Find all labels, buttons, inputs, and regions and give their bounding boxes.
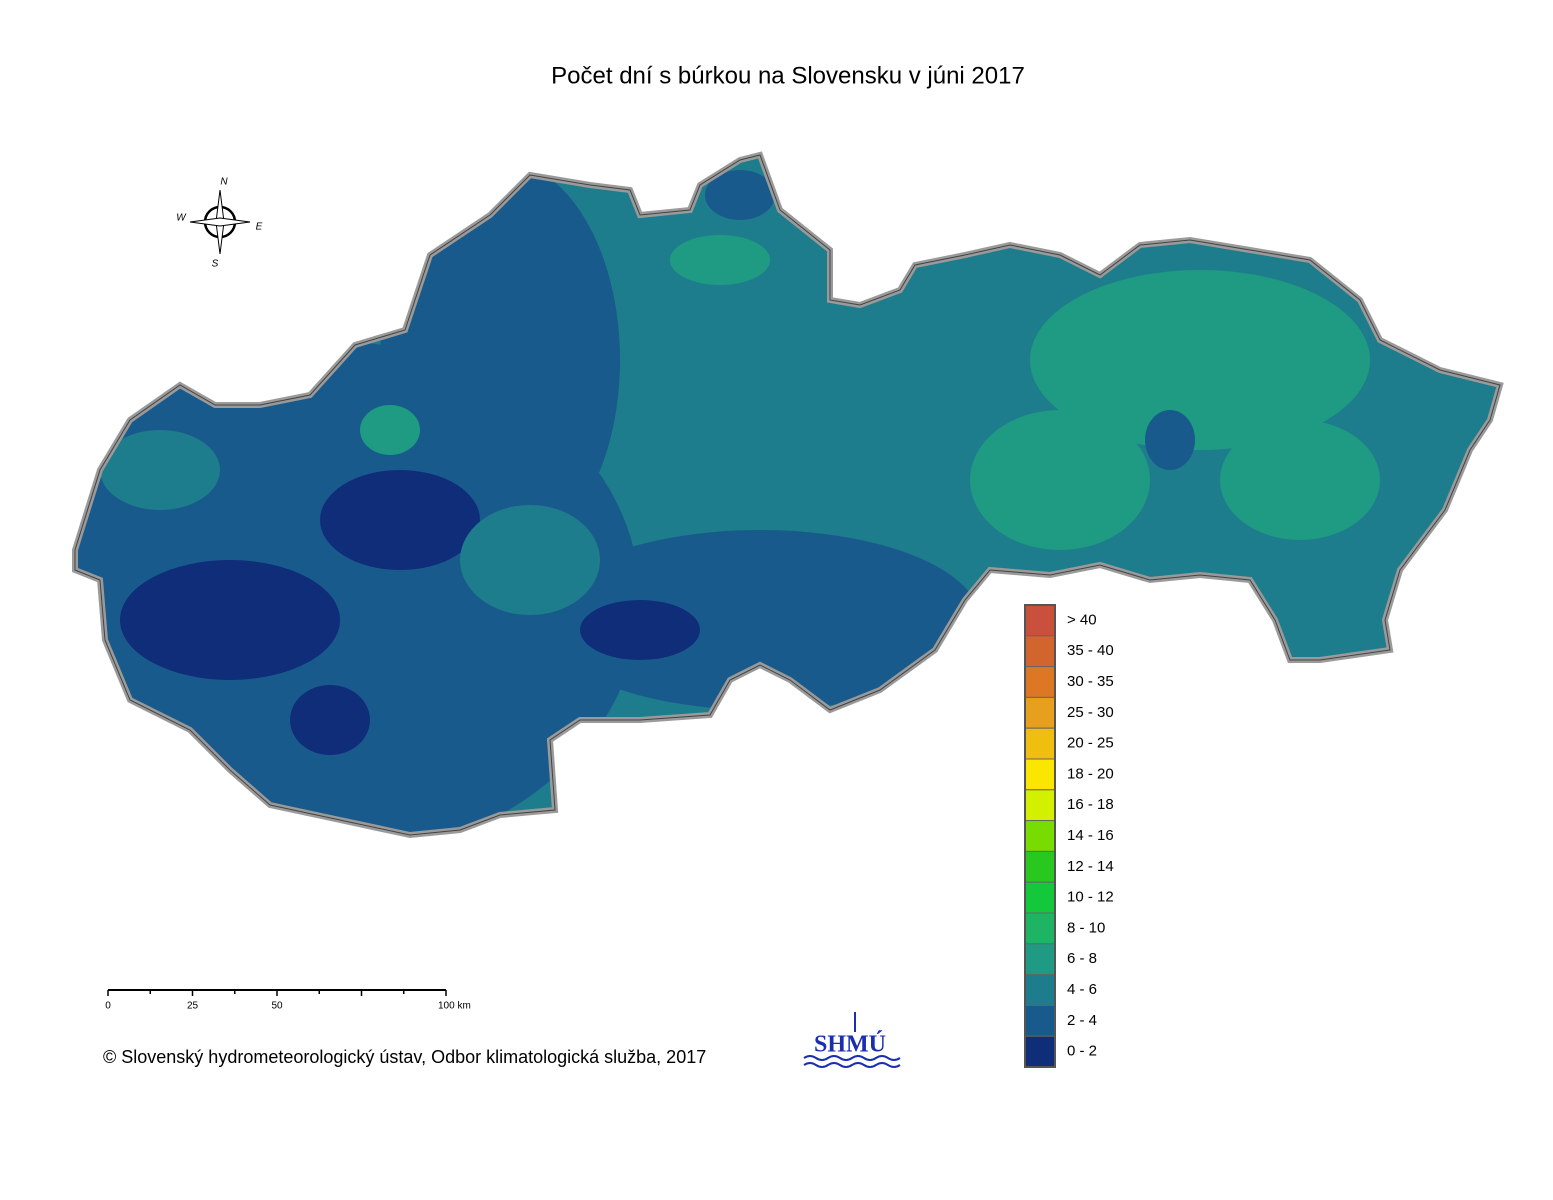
region-fill — [290, 685, 370, 755]
legend-label: 16 - 18 — [1067, 796, 1114, 813]
scale-bar: 0 25 50 100 km — [105, 989, 471, 1012]
legend-swatch — [1024, 912, 1056, 945]
legend-swatch — [1024, 1004, 1056, 1037]
region-fill — [360, 405, 420, 455]
legend-label: 12 - 14 — [1067, 858, 1114, 875]
legend-swatch — [1024, 1035, 1056, 1068]
legend: > 40 35 - 40 30 - 35 25 - 30 20 - 25 18 - 20 1… — [1024, 604, 1114, 1068]
region-fill — [1220, 420, 1380, 540]
region-fill — [970, 410, 1150, 550]
compass-s: S — [212, 259, 219, 270]
legend-label: 6 - 8 — [1067, 950, 1097, 967]
scale-label: 0 — [105, 1001, 111, 1012]
legend-label: 4 - 6 — [1067, 981, 1097, 998]
region-fill — [320, 470, 480, 570]
scale-label: 50 — [271, 1001, 283, 1012]
compass-e: E — [256, 222, 263, 233]
scale-label: 25 — [187, 1001, 199, 1012]
region-fill — [120, 560, 340, 680]
legend-label: 18 - 20 — [1067, 765, 1114, 782]
region-fill — [670, 235, 770, 285]
legend-label: 8 - 10 — [1067, 919, 1105, 936]
region-fill — [705, 170, 775, 220]
region-fill — [1030, 270, 1370, 450]
legend-frame — [1024, 604, 1056, 1068]
legend-swatch — [1024, 758, 1056, 791]
legend-swatch — [1024, 604, 1056, 637]
legend-label: 2 - 4 — [1067, 1012, 1097, 1029]
legend-label: 35 - 40 — [1067, 642, 1114, 659]
legend-label: 10 - 12 — [1067, 889, 1114, 906]
legend-swatch — [1024, 850, 1056, 883]
logo: SHMÚ — [803, 1012, 901, 1068]
compass-n: N — [220, 177, 228, 188]
legend-label: 20 - 25 — [1067, 735, 1114, 752]
compass-needle — [189, 217, 251, 227]
logo-text: SHMÚ — [814, 1032, 886, 1058]
region-fill — [460, 505, 600, 615]
region-fill — [540, 530, 980, 710]
legend-label: 0 - 2 — [1067, 1043, 1097, 1060]
compass: N W E S — [176, 177, 262, 270]
legend-label: 14 - 16 — [1067, 827, 1114, 844]
legend-swatch — [1024, 943, 1056, 976]
scale-label: 100 km — [438, 1001, 471, 1012]
map-title: Počet dní s búrkou na Slovensku v júni 2… — [551, 62, 1025, 89]
legend-swatch — [1024, 635, 1056, 668]
legend-swatch — [1024, 820, 1056, 852]
compass-w: W — [176, 213, 187, 224]
legend-swatch — [1024, 974, 1056, 1006]
legend-label: 25 - 30 — [1067, 704, 1114, 721]
legend-swatch — [1024, 696, 1056, 729]
legend-label: > 40 — [1067, 611, 1097, 628]
region-fill — [100, 430, 220, 510]
legend-swatch — [1024, 881, 1056, 914]
copyright: © Slovenský hydrometeorologický ústav, O… — [103, 1047, 706, 1067]
region-fill — [380, 160, 620, 560]
region-fill — [580, 600, 700, 660]
legend-label: 30 - 35 — [1067, 673, 1114, 690]
legend-swatch — [1024, 789, 1056, 822]
logo-waves — [803, 1055, 901, 1068]
region-fill — [1145, 410, 1195, 470]
legend-swatch — [1024, 727, 1056, 760]
legend-swatch — [1024, 666, 1056, 698]
map-area — [75, 155, 1500, 835]
